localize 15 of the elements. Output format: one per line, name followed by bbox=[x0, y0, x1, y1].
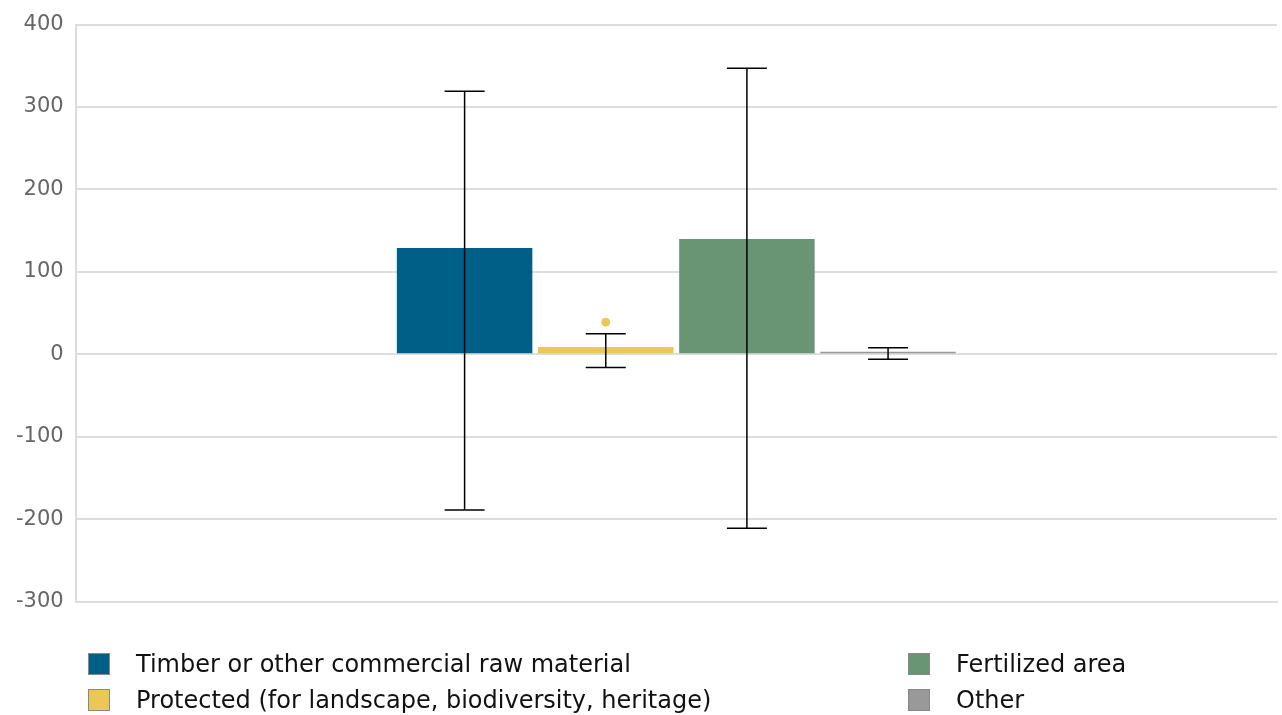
bar bbox=[396, 247, 533, 354]
legend-label: Timber or other commercial raw material bbox=[136, 650, 631, 678]
bar bbox=[679, 238, 815, 354]
y-tick-label: 0 bbox=[50, 340, 64, 365]
y-tick-label: -100 bbox=[15, 423, 64, 448]
y-tick-label: 200 bbox=[23, 175, 64, 200]
y-tick-label: -200 bbox=[15, 505, 64, 530]
y-tick-label: 400 bbox=[23, 11, 64, 36]
legend-label: Other bbox=[956, 686, 1025, 714]
y-tick-label: -300 bbox=[15, 588, 64, 613]
y-tick-label: 100 bbox=[23, 258, 64, 283]
y-tick-label: 300 bbox=[23, 93, 64, 118]
legend-label: Fertilized area bbox=[956, 650, 1127, 678]
bar bbox=[538, 346, 674, 354]
legend-label: Protected (for landscape, biodiversity, heritage) bbox=[136, 686, 712, 714]
